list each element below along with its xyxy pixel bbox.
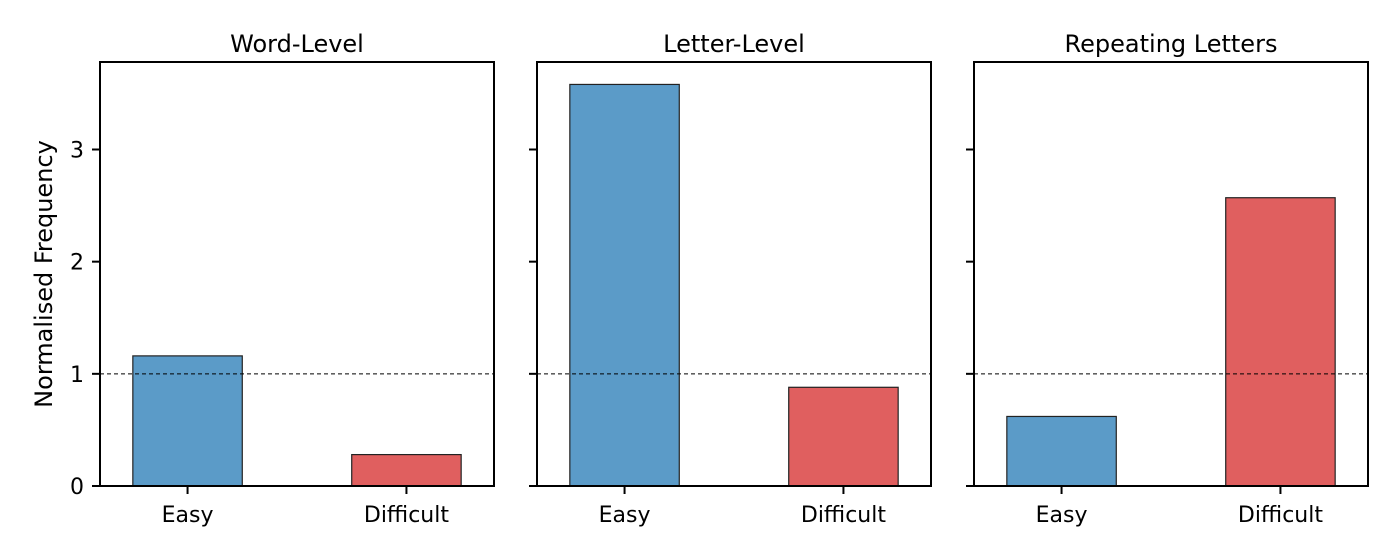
y-tick-label: 3 <box>70 138 84 163</box>
x-tick-label: Easy <box>162 503 214 528</box>
panel-frame <box>536 61 932 487</box>
bar-difficult <box>1225 197 1336 487</box>
bar-difficult <box>788 386 899 487</box>
x-tick-label: Difficult <box>801 503 886 528</box>
y-axis-label: Normalised Frequency <box>30 140 58 408</box>
panel-title: Letter-Level <box>663 30 805 58</box>
x-tick-label: Difficult <box>364 503 449 528</box>
panel-1: Word-Level Easy Difficult 0 1 2 3 <box>70 30 495 528</box>
panel-frame <box>973 61 1369 487</box>
panel-title: Word-Level <box>230 30 364 58</box>
bar-easy <box>132 355 243 487</box>
bar-difficult <box>351 453 462 487</box>
panel-2: Letter-Level Easy Difficult <box>529 30 932 528</box>
y-tick-label: 1 <box>70 363 84 388</box>
panel-3: Repeating Letters Easy Difficult <box>966 30 1369 528</box>
panel-title: Repeating Letters <box>1065 30 1278 58</box>
x-tick-label: Difficult <box>1238 503 1323 528</box>
panel-frame <box>99 61 495 487</box>
x-tick-label: Easy <box>1036 503 1088 528</box>
x-tick-label: Easy <box>599 503 651 528</box>
bar-easy <box>1006 415 1117 487</box>
bar-easy <box>569 83 680 487</box>
y-tick-label: 0 <box>70 475 84 500</box>
y-tick-label: 2 <box>70 251 84 276</box>
panels: Word-Level Easy Difficult 0 1 2 3 Letter-Level E… <box>70 30 1369 528</box>
